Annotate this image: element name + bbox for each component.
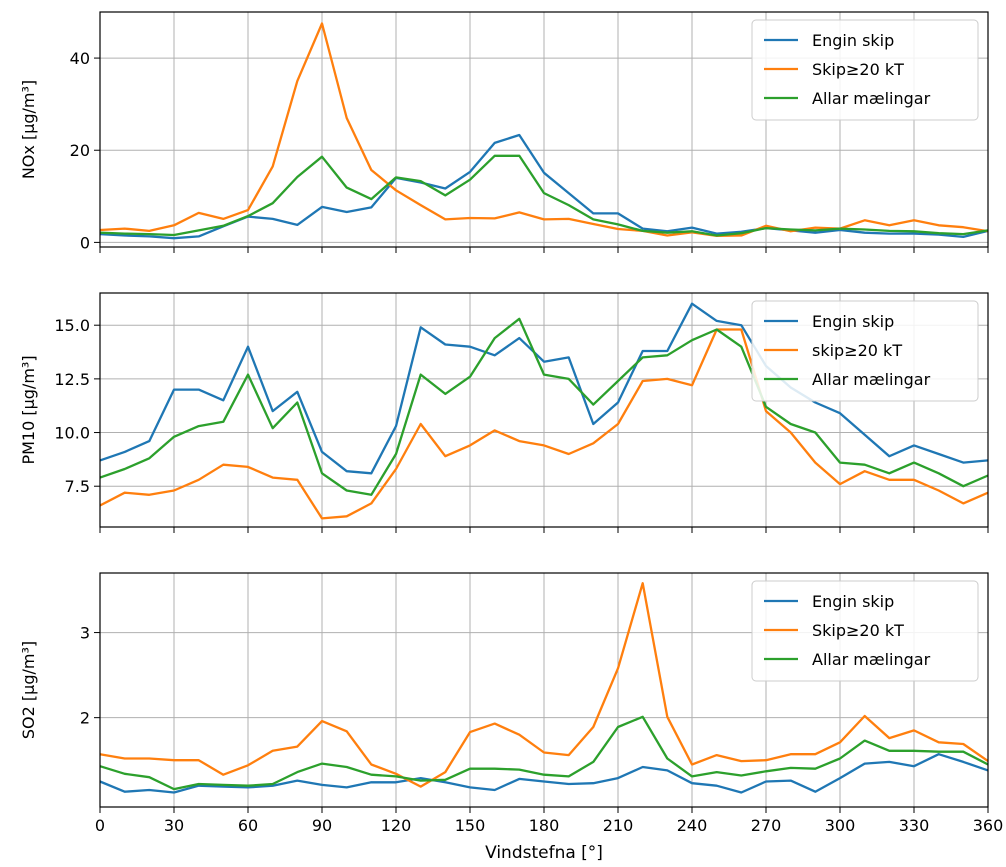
- y-tick-label: 2: [80, 709, 90, 728]
- x-tick-label: 180: [529, 816, 560, 835]
- axes-frame: [99, 11, 989, 248]
- y-tick-label: 15.0: [54, 316, 90, 335]
- x-tick-label: 30: [164, 816, 184, 835]
- x-tick-label: 60: [238, 816, 258, 835]
- legend-box: [751, 580, 979, 682]
- series-line-engin_skip: [99, 302, 989, 475]
- panel-1: 0 20 40 NOx [µg/m³] Engin skip Skip≥20 kT Alla…: [19, 11, 989, 253]
- y-axis-label: SO2 [µg/m³]: [19, 641, 38, 739]
- x-tick-label: 0: [95, 816, 105, 835]
- y-tick-label: 40: [70, 49, 90, 68]
- x-tick-label: 360: [973, 816, 1004, 835]
- legend-label: skip≥20 kT: [812, 341, 902, 360]
- y-tick-label: 10.0: [54, 424, 90, 443]
- legend: Engin skip skip≥20 kT Allar mælingar: [751, 300, 979, 402]
- legend: Engin skip Skip≥20 kT Allar mælingar: [751, 580, 979, 682]
- series-line-allar: [99, 154, 989, 237]
- panel-2: 7.5 10.0 12.5 15.0 PM10 [µg/m³] Engin skip ski…: [19, 292, 989, 533]
- y-axis-label: NOx [µg/m³]: [19, 80, 38, 179]
- axes-frame: [99, 292, 989, 528]
- legend-label: Engin skip: [812, 592, 894, 611]
- x-tick-label: 210: [603, 816, 634, 835]
- x-tick-label: 240: [677, 816, 708, 835]
- legend-label: Engin skip: [812, 312, 894, 331]
- legend-label: Engin skip: [812, 31, 894, 50]
- x-tick-label: 120: [381, 816, 412, 835]
- series-line-allar: [99, 715, 989, 791]
- x-tick-label: 150: [455, 816, 486, 835]
- y-tick-label: 3: [80, 624, 90, 643]
- axes-frame: [99, 572, 989, 808]
- legend-label: Skip≥20 kT: [812, 60, 904, 79]
- series-line-allar: [99, 317, 989, 496]
- x-tick-label: 270: [751, 816, 782, 835]
- x-tick-label: 330: [899, 816, 930, 835]
- y-tick-label: 0: [80, 233, 90, 252]
- legend-label: Allar mælingar: [812, 370, 931, 389]
- series-line-skip_20kt: [99, 582, 989, 788]
- legend-label: Skip≥20 kT: [812, 621, 904, 640]
- series-line-engin_skip: [99, 753, 989, 794]
- y-axis-label: PM10 [µg/m³]: [19, 355, 38, 464]
- y-tick-label: 12.5: [54, 370, 90, 389]
- x-tick-label: 300: [825, 816, 856, 835]
- x-tick-label: 90: [312, 816, 332, 835]
- series-line-skip_20kt: [99, 328, 989, 520]
- legend: Engin skip Skip≥20 kT Allar mælingar: [751, 19, 979, 121]
- legend-box: [751, 19, 979, 121]
- legend-label: Allar mælingar: [812, 89, 931, 108]
- x-axis-label: Vindstefna [°]: [485, 843, 603, 863]
- y-tick-label: 20: [70, 141, 90, 160]
- y-tick-label: 7.5: [65, 477, 90, 496]
- legend-box: [751, 300, 979, 402]
- legend-label: Allar mælingar: [812, 650, 931, 669]
- panel-3: 0 30 60 90 120 150 180 210 240 270 300 330 360 2 3 SO2 …: [19, 572, 1004, 835]
